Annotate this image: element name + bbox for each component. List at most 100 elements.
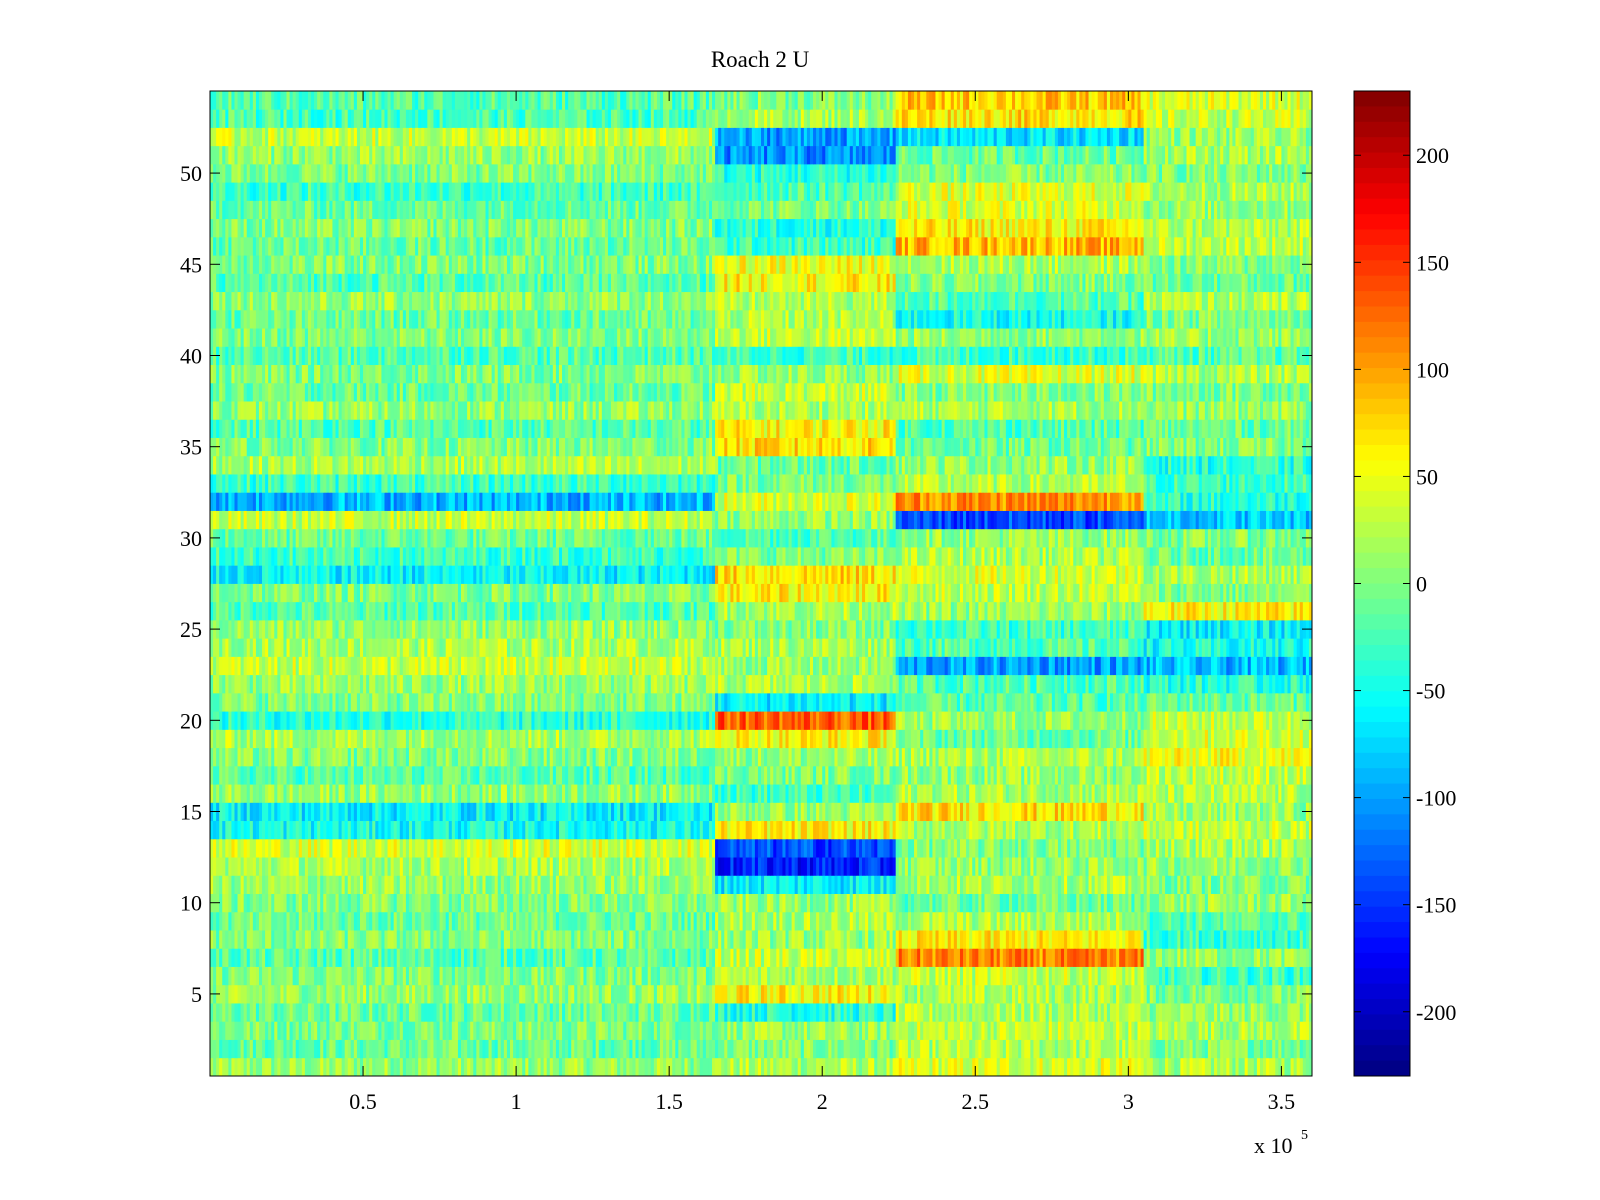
heatmap-cell xyxy=(792,839,795,858)
heatmap-cell xyxy=(1251,839,1254,858)
heatmap-cell xyxy=(1171,985,1174,1004)
heatmap-cell xyxy=(1107,967,1110,986)
heatmap-cell xyxy=(841,821,844,840)
heatmap-cell xyxy=(1046,839,1049,858)
heatmap-cell xyxy=(1110,821,1113,840)
heatmap-cell xyxy=(605,1003,608,1022)
heatmap-cell xyxy=(948,857,951,876)
heatmap-cell xyxy=(611,821,614,840)
heatmap-cell xyxy=(381,930,384,949)
heatmap-cell xyxy=(1033,857,1036,876)
heatmap-cell xyxy=(489,912,492,931)
heatmap-cell xyxy=(654,930,657,949)
heatmap-cell xyxy=(737,857,740,876)
heatmap-cell xyxy=(388,930,391,949)
heatmap-cell xyxy=(1021,1021,1024,1040)
heatmap-cell xyxy=(305,875,308,894)
heatmap-cell xyxy=(850,948,853,967)
heatmap-cell xyxy=(1098,1058,1101,1077)
heatmap-cell xyxy=(1082,821,1085,840)
heatmap-cell xyxy=(850,1058,853,1077)
heatmap-cell xyxy=(1278,1021,1281,1040)
heatmap-cell xyxy=(688,1003,691,1022)
heatmap-cell xyxy=(1183,967,1186,986)
heatmap-cell xyxy=(853,1058,856,1077)
heatmap-cell xyxy=(1245,875,1248,894)
heatmap-cell xyxy=(1226,894,1229,913)
heatmap-cell xyxy=(1180,839,1183,858)
heatmap-cell xyxy=(525,1040,528,1059)
heatmap-cell xyxy=(850,821,853,840)
heatmap-cell xyxy=(1092,894,1095,913)
heatmap-cell xyxy=(293,1003,296,1022)
heatmap-cell xyxy=(911,930,914,949)
heatmap-cell xyxy=(602,967,605,986)
heatmap-cell xyxy=(329,948,332,967)
heatmap-cell xyxy=(357,967,360,986)
heatmap-cell xyxy=(703,912,706,931)
heatmap-cell xyxy=(329,821,332,840)
heatmap-cell xyxy=(427,1040,430,1059)
heatmap-cell xyxy=(510,1003,513,1022)
heatmap-cell xyxy=(1018,967,1021,986)
heatmap-cell xyxy=(691,1021,694,1040)
heatmap-cell xyxy=(920,985,923,1004)
heatmap-cell xyxy=(1024,912,1027,931)
heatmap-cell xyxy=(663,857,666,876)
heatmap-cell xyxy=(354,1058,357,1077)
heatmap-cell xyxy=(391,1040,394,1059)
heatmap-cell xyxy=(712,930,715,949)
heatmap-cell xyxy=(342,1003,345,1022)
heatmap-cell xyxy=(345,1003,348,1022)
heatmap-cell xyxy=(602,857,605,876)
heatmap-cell xyxy=(580,875,583,894)
heatmap-cell xyxy=(727,1040,730,1059)
heatmap-cell xyxy=(574,839,577,858)
heatmap-cell xyxy=(1235,930,1238,949)
heatmap-cell xyxy=(1208,985,1211,1004)
heatmap-cell xyxy=(437,1040,440,1059)
heatmap-cell xyxy=(1018,985,1021,1004)
heatmap-cell xyxy=(250,1040,253,1059)
heatmap-cell xyxy=(1024,821,1027,840)
heatmap-cell xyxy=(697,1003,700,1022)
heatmap-cell xyxy=(617,912,620,931)
heatmap-cell xyxy=(755,839,758,858)
heatmap-cell xyxy=(1113,1040,1116,1059)
heatmap-cell xyxy=(948,821,951,840)
heatmap-cell xyxy=(418,1003,421,1022)
heatmap-cell xyxy=(593,967,596,986)
heatmap-cell xyxy=(433,1040,436,1059)
heatmap-cell xyxy=(697,948,700,967)
heatmap-cell xyxy=(1303,1058,1306,1077)
heatmap-cell xyxy=(489,1040,492,1059)
heatmap-cell xyxy=(593,930,596,949)
heatmap-cell xyxy=(1254,839,1257,858)
heatmap-cell xyxy=(865,1021,868,1040)
heatmap-cell xyxy=(697,1058,700,1077)
heatmap-cell xyxy=(250,821,253,840)
heatmap-cell xyxy=(724,967,727,986)
heatmap-cell xyxy=(1242,1021,1245,1040)
heatmap-cell xyxy=(1174,985,1177,1004)
heatmap-cell xyxy=(571,839,574,858)
heatmap-cell xyxy=(265,875,268,894)
heatmap-cell xyxy=(1162,1021,1165,1040)
heatmap-cell xyxy=(700,1058,703,1077)
heatmap-cell xyxy=(883,948,886,967)
heatmap-cell xyxy=(1018,1003,1021,1022)
heatmap-cell xyxy=(250,930,253,949)
heatmap-cell xyxy=(1214,839,1217,858)
heatmap-cell xyxy=(274,839,277,858)
heatmap-cell xyxy=(776,1021,779,1040)
heatmap-cell xyxy=(1242,857,1245,876)
heatmap-cell xyxy=(1003,1021,1006,1040)
heatmap-cell xyxy=(1009,839,1012,858)
heatmap-cell xyxy=(1156,948,1159,967)
heatmap-cell xyxy=(926,930,929,949)
heatmap-cell xyxy=(1223,1058,1226,1077)
heatmap-cell xyxy=(645,875,648,894)
heatmap-cell xyxy=(737,948,740,967)
heatmap-cell xyxy=(547,857,550,876)
heatmap-cell xyxy=(247,1021,250,1040)
